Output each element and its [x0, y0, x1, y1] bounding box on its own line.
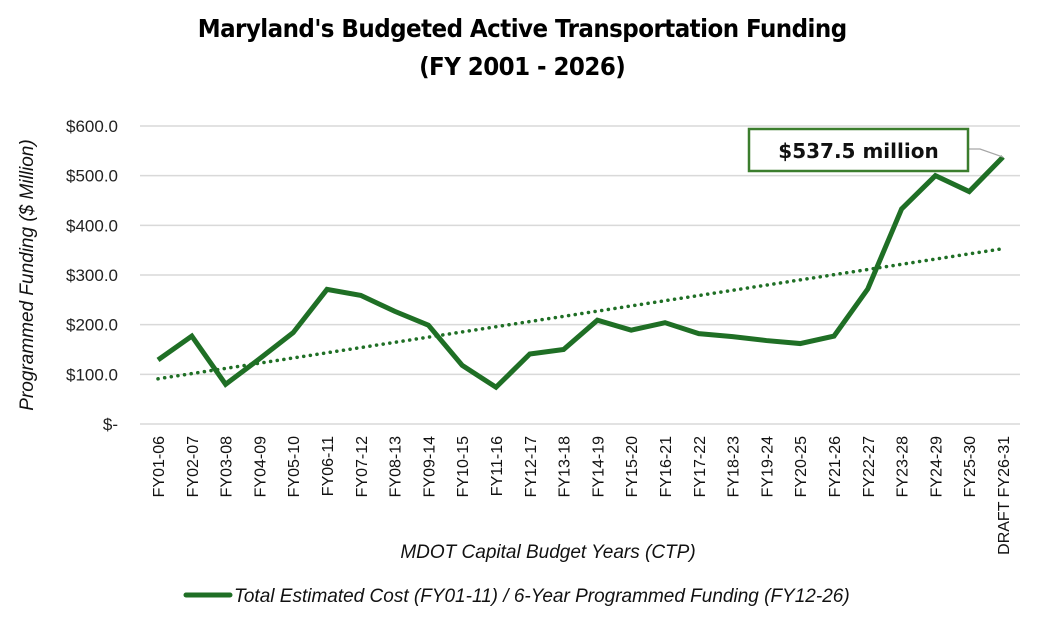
annotation-box	[747, 127, 970, 173]
x-tick-label: FY14-19	[590, 436, 607, 497]
x-tick-label: FY11-16	[489, 436, 506, 496]
chart-title: Maryland's Budgeted Active Transportatio…	[197, 14, 847, 43]
x-tick-label: FY10-15	[455, 436, 472, 497]
y-tick-label: $100.0	[66, 365, 118, 384]
x-tick-label: FY19-24	[759, 436, 776, 497]
x-tick-label: FY17-22	[692, 436, 709, 497]
y-tick-label: $400.0	[66, 216, 118, 235]
x-tick-label: FY12-17	[523, 436, 540, 497]
x-tick-label: FY13-18	[557, 436, 574, 497]
annotation-leader-line	[968, 148, 1004, 158]
legend: Total Estimated Cost (FY01-11) / 6-Year …	[183, 586, 850, 607]
y-tick-label: $-	[103, 415, 118, 434]
x-tick-labels: FY01-06 FY02-07 FY03-08 FY04-09 FY05-10 FY06-…	[151, 436, 1013, 555]
y-tick-label: $300.0	[66, 266, 118, 285]
x-tick-label: FY25-30	[962, 436, 979, 497]
x-tick-label: FY07-12	[354, 436, 371, 497]
x-tick-label: FY22-27	[861, 436, 878, 497]
x-tick-label: DRAFT FY26-31	[996, 436, 1013, 555]
x-tick-label: FY08-13	[388, 436, 405, 497]
legend-label: Total Estimated Cost (FY01-11) / 6-Year …	[234, 586, 850, 607]
annotation-label: $537.5 million	[778, 139, 938, 163]
x-tick-label: FY04-09	[252, 436, 269, 497]
x-tick-label: FY23-28	[895, 436, 912, 497]
y-axis-title: Programmed Funding ($ Million)	[17, 139, 38, 410]
x-tick-label: FY16-21	[658, 436, 675, 497]
x-tick-label: FY02-07	[185, 436, 202, 497]
x-tick-label: FY09-14	[421, 436, 438, 497]
x-tick-label: FY03-08	[219, 436, 236, 497]
annotations: $537.5 million	[747, 127, 1004, 173]
x-tick-label: FY06-11	[320, 436, 337, 496]
y-tick-labels: $- $100.0 $200.0 $300.0 $400.0 $500.0 $600.0	[66, 117, 118, 434]
series-lines	[156, 155, 1005, 391]
x-axis-title: MDOT Capital Budget Years (CTP)	[400, 542, 695, 563]
x-tick-label: FY15-20	[624, 436, 641, 497]
x-tick-label: FY01-06	[151, 436, 168, 497]
x-tick-label: FY18-23	[726, 436, 743, 497]
y-tick-label: $600.0	[66, 117, 118, 136]
x-tick-label: FY24-29	[928, 436, 945, 497]
x-tick-label: FY05-10	[286, 436, 303, 497]
x-tick-label: FY21-26	[827, 436, 844, 497]
y-tick-label: $200.0	[66, 316, 118, 335]
trendline	[156, 246, 1005, 381]
trendline-path	[156, 246, 1005, 381]
chart-subtitle: (FY 2001 - 2026)	[419, 52, 626, 81]
series-line	[156, 155, 1005, 391]
x-tick-label: FY20-25	[793, 436, 810, 497]
y-tick-label: $500.0	[66, 167, 118, 186]
